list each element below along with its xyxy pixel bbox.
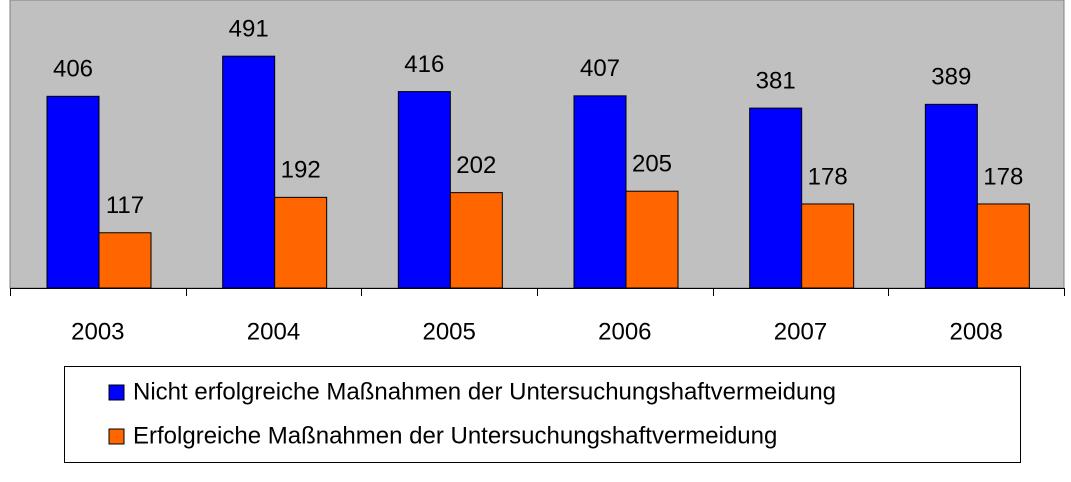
x-tick-label: 2005 bbox=[422, 318, 475, 345]
x-tick-label: 2008 bbox=[949, 318, 1002, 345]
data-label: 416 bbox=[404, 51, 444, 78]
data-label: 178 bbox=[983, 163, 1023, 190]
legend-box bbox=[64, 366, 1021, 463]
x-tick-label: 2007 bbox=[774, 318, 827, 345]
data-label: 202 bbox=[456, 152, 496, 179]
bar bbox=[749, 107, 803, 289]
bar bbox=[46, 95, 100, 289]
x-tick-label: 2003 bbox=[71, 318, 124, 345]
bar bbox=[98, 232, 152, 289]
bar bbox=[801, 203, 855, 289]
legend-swatch bbox=[108, 384, 125, 401]
data-label: 117 bbox=[106, 192, 144, 219]
data-label: 205 bbox=[632, 151, 672, 178]
data-label: 178 bbox=[808, 163, 848, 190]
bar bbox=[976, 203, 1030, 289]
bar bbox=[274, 196, 328, 289]
bar bbox=[222, 55, 276, 289]
bar bbox=[573, 95, 627, 289]
x-tick-label: 2006 bbox=[598, 318, 651, 345]
bar bbox=[449, 192, 503, 289]
legend-swatch bbox=[108, 428, 125, 445]
bar bbox=[397, 91, 451, 289]
plot-area bbox=[9, 0, 1065, 289]
data-label: 491 bbox=[229, 16, 269, 43]
data-label: 406 bbox=[53, 56, 93, 83]
legend-label: Erfolgreiche Maßnahmen der Untersuchungs… bbox=[133, 422, 777, 449]
legend-label: Nicht erfolgreiche Maßnahmen der Untersu… bbox=[133, 378, 836, 405]
data-label: 407 bbox=[580, 55, 620, 82]
data-label: 389 bbox=[931, 64, 971, 91]
bar bbox=[924, 103, 978, 289]
x-tick-label: 2004 bbox=[247, 318, 300, 345]
bar bbox=[625, 190, 679, 289]
data-label: 192 bbox=[281, 157, 321, 184]
data-label: 381 bbox=[756, 67, 796, 94]
